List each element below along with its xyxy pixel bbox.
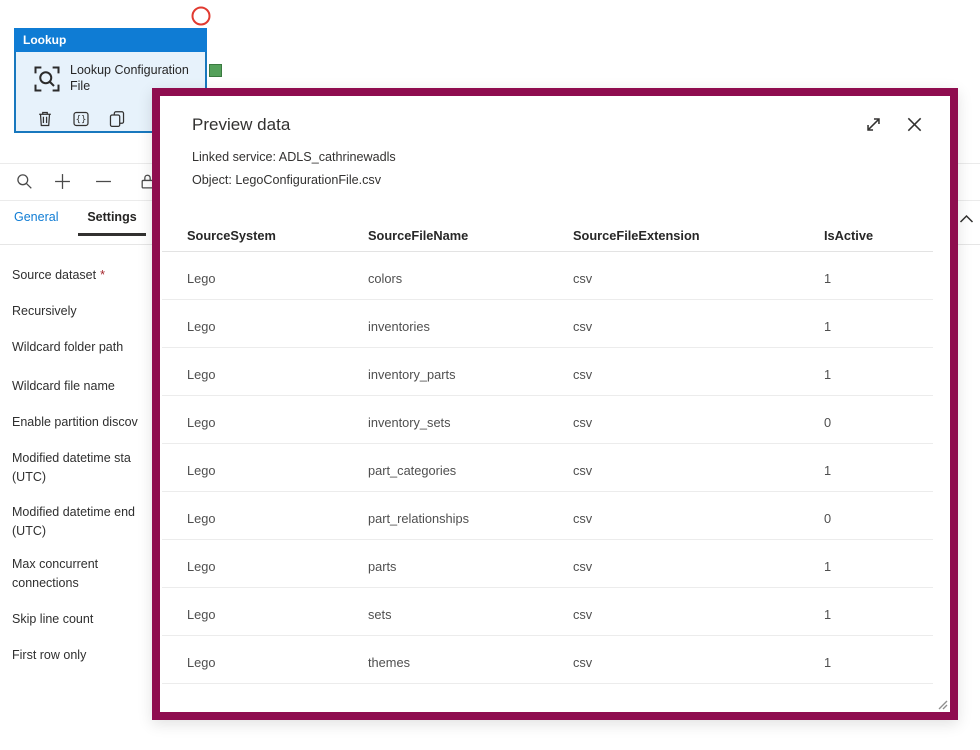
- cell: inventory_parts: [368, 366, 456, 382]
- label-recursively: Recursively: [12, 304, 77, 318]
- object-line: Object: LegoConfigurationFile.csv: [192, 173, 382, 187]
- close-icon[interactable]: [905, 115, 925, 135]
- cell: 1: [824, 366, 832, 382]
- activity-output-connector[interactable]: [209, 64, 222, 77]
- cell: Lego: [187, 270, 216, 286]
- label-wildcard-file-name: Wildcard file name: [12, 379, 115, 393]
- column-header: SourceFileName: [368, 228, 469, 243]
- column-header: SourceSystem: [187, 228, 276, 243]
- search-icon[interactable]: [16, 173, 33, 190]
- cell: csv: [573, 606, 593, 622]
- braces-icon[interactable]: {}: [72, 110, 90, 128]
- cell: inventory_sets: [368, 414, 451, 430]
- column-header: IsActive: [824, 228, 874, 243]
- table-row: Lego inventories csv 1: [162, 300, 933, 348]
- cell: part_relationships: [368, 510, 470, 526]
- table-header-row: SourceSystem SourceFileName SourceFileEx…: [162, 212, 933, 252]
- table-row: Lego themes csv 1: [162, 636, 933, 684]
- cell: Lego: [187, 318, 216, 334]
- activity-type-header: Lookup: [14, 28, 207, 52]
- cell: 0: [824, 414, 832, 430]
- cell: inventories: [368, 318, 430, 334]
- cell: sets: [368, 606, 392, 622]
- cell: themes: [368, 654, 410, 670]
- cell: colors: [368, 270, 403, 286]
- cell: Lego: [187, 606, 216, 622]
- activity-action-bar: {}: [36, 110, 126, 128]
- cell: csv: [573, 318, 593, 334]
- table-row: Lego inventory_parts csv 1: [162, 348, 933, 396]
- label-modified-datetime-start: Modified datetime sta (UTC): [12, 451, 131, 484]
- cell: part_categories: [368, 462, 457, 478]
- label-skip-line-count: Skip line count: [12, 612, 94, 626]
- expand-icon[interactable]: [864, 115, 884, 135]
- table-row: Lego part_relationships csv 0: [162, 492, 933, 540]
- preview-table: SourceSystem SourceFileName SourceFileEx…: [162, 212, 933, 684]
- chevron-up-icon[interactable]: [959, 213, 974, 224]
- cell: Lego: [187, 558, 216, 574]
- cell: 0: [824, 510, 832, 526]
- lookup-activity-card[interactable]: Lookup Lookup Configuration File: [14, 28, 207, 133]
- table-row: Lego part_categories csv 1: [162, 444, 933, 492]
- table-row: Lego colors csv 1: [162, 252, 933, 300]
- required-marker: *: [100, 268, 105, 282]
- cell: csv: [573, 510, 593, 526]
- column-header: SourceFileExtension: [573, 228, 700, 243]
- lookup-icon: [32, 64, 62, 94]
- cell: Lego: [187, 414, 216, 430]
- cell: 1: [824, 558, 832, 574]
- activity-name: Lookup Configuration File: [70, 63, 189, 93]
- cell: Lego: [187, 366, 216, 382]
- resize-grip-icon[interactable]: [936, 698, 948, 710]
- cell: csv: [573, 270, 593, 286]
- linked-service-line: Linked service: ADLS_cathrinewadls: [192, 150, 396, 164]
- label-first-row-only: First row only: [12, 648, 87, 662]
- add-icon[interactable]: [54, 173, 71, 190]
- cell: csv: [573, 414, 593, 430]
- tab-settings[interactable]: Settings: [87, 210, 137, 224]
- cell: csv: [573, 462, 593, 478]
- cell: Lego: [187, 654, 216, 670]
- cell: Lego: [187, 462, 216, 478]
- cell: 1: [824, 462, 832, 478]
- label-source-dataset: Source dataset *: [12, 268, 105, 282]
- active-tab-underline: [78, 233, 146, 236]
- label-wildcard-folder-path: Wildcard folder path: [12, 340, 124, 354]
- modal-title: Preview data: [192, 115, 291, 134]
- cell: 1: [824, 318, 832, 334]
- label-modified-datetime-end: Modified datetime end (UTC): [12, 505, 135, 538]
- preview-data-modal: Preview data Linked service: ADLS_cathri…: [152, 88, 958, 720]
- cell: 1: [824, 606, 832, 622]
- cell: csv: [573, 366, 593, 382]
- cell: 1: [824, 270, 832, 286]
- copy-icon[interactable]: [108, 110, 126, 128]
- tab-general[interactable]: General: [14, 210, 59, 224]
- table-row: Lego sets csv 1: [162, 588, 933, 636]
- cell: csv: [573, 558, 593, 574]
- table-row: Lego parts csv 1: [162, 540, 933, 588]
- table-row: Lego inventory_sets csv 0: [162, 396, 933, 444]
- cell: parts: [368, 558, 397, 574]
- subtract-icon[interactable]: [95, 173, 112, 190]
- cell: Lego: [187, 510, 216, 526]
- cell: 1: [824, 654, 832, 670]
- label-max-concurrent-connections: Max concurrent connections: [12, 557, 99, 590]
- cell: csv: [573, 654, 593, 670]
- delete-icon[interactable]: [36, 110, 54, 128]
- svg-text:{}: {}: [76, 115, 87, 125]
- label-enable-partition-discovery: Enable partition discov: [12, 415, 138, 429]
- red-circle-annotation: [190, 5, 212, 27]
